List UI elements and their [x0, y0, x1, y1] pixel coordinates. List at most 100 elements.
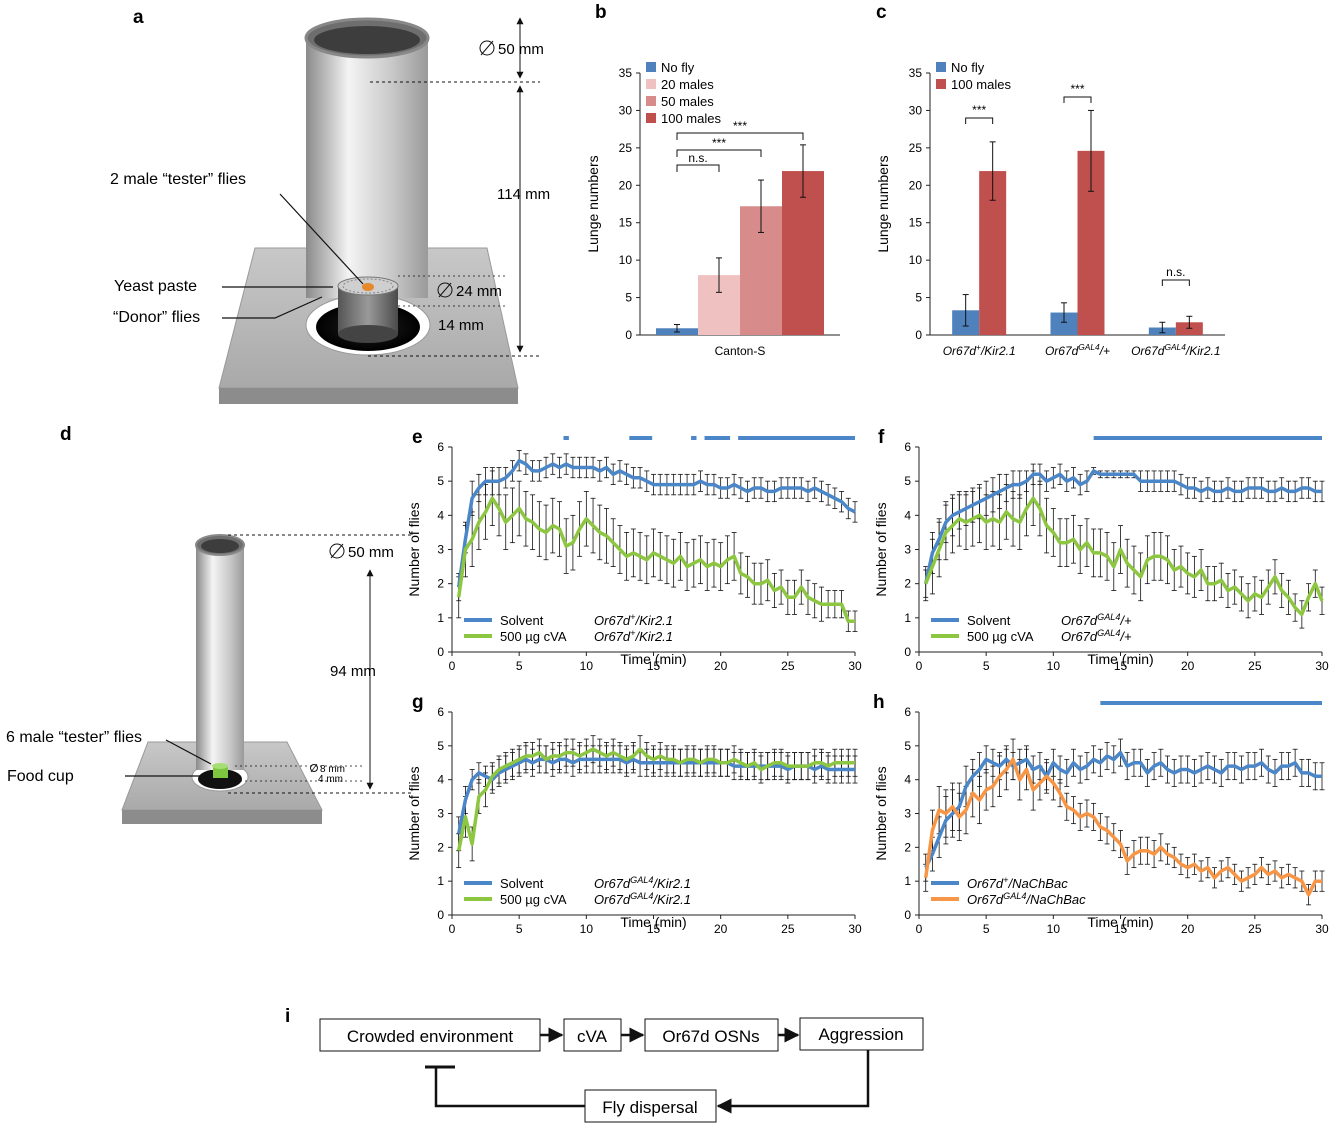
y-tick-label: 0: [915, 328, 922, 342]
significance-label: ***: [712, 136, 726, 150]
y-tick-label: 5: [904, 739, 911, 753]
y-tick-label: 6: [904, 705, 911, 719]
genotype-superscript: GAL4: [1097, 628, 1120, 638]
inner-cup-bottom: [338, 325, 398, 343]
x-tick-label: 20: [1181, 922, 1195, 936]
legend-label: 20 males: [661, 77, 714, 92]
flow-label-crowded: Crowded environment: [347, 1027, 514, 1046]
genotype-suffix: /Kir2.1: [652, 876, 691, 891]
x-tick-label: 0: [916, 659, 923, 673]
yeast-label: Yeast paste: [114, 278, 197, 295]
legend-swatch: [646, 79, 656, 89]
outer-tube: [306, 38, 428, 298]
flow-inhibit-line: [434, 1067, 585, 1108]
outer-tube-opening-d: [201, 539, 239, 553]
legend-genotype: Or67dGAL4/Kir2.1: [594, 875, 691, 891]
x-tick-label: 10: [580, 659, 594, 673]
x-tick-label: 25: [1248, 659, 1262, 673]
bar-100-males: [782, 171, 824, 335]
genotype-base: Or67d: [1061, 629, 1098, 644]
x-tick-label: 5: [516, 922, 523, 936]
x-tick-label: 25: [781, 922, 795, 936]
genotype-base: Or67d: [594, 613, 631, 628]
x-tick-label: 10: [1047, 659, 1061, 673]
flow-arrow-4: [716, 1050, 870, 1114]
legend-genotype: Or67dGAL4/NaChBac: [967, 891, 1086, 907]
significance-bracket: [1063, 96, 1092, 103]
legend-condition: Solvent: [500, 876, 544, 891]
series-line-a: [923, 469, 1322, 585]
legend-label: 100 males: [951, 77, 1011, 92]
tester-fly-dot: [362, 283, 374, 291]
genotype-base: Or67d: [594, 629, 631, 644]
legend-genotype: Or67dGAL4/+: [1061, 628, 1132, 644]
y-tick-label: 3: [437, 543, 444, 557]
base-plate-edge-d: [122, 810, 322, 824]
tube-well-d: [198, 769, 242, 789]
yeast-texture: [342, 278, 394, 294]
y-tick-label: 30: [619, 103, 633, 117]
legend-condition: Solvent: [500, 613, 544, 628]
y-axis-label: Lunge numbers: [875, 155, 891, 252]
series-line-a: [456, 757, 855, 835]
y-tick-label: 1: [437, 611, 444, 625]
legend-genotype: Or67d+/NaChBac: [967, 875, 1068, 891]
y-tick-label: 3: [904, 543, 911, 557]
genotype-base: Or67d: [594, 876, 631, 891]
x-tick-label: 0: [449, 922, 456, 936]
legend-genotype: Or67d+/Kir2.1: [594, 628, 673, 644]
diameter-symbol-icon: [310, 763, 318, 773]
legend-swatch: [646, 62, 656, 72]
flow-label-cva: cVA: [577, 1027, 608, 1046]
genotype-suffix: /Kir2.1: [634, 613, 673, 628]
y-tick-label: 6: [904, 440, 911, 454]
y-tick-label: 4: [904, 773, 911, 787]
flow-box-aggression: [799, 1017, 924, 1051]
genotype-superscript: GAL4: [630, 891, 653, 901]
y-tick-label: 1: [904, 611, 911, 625]
y-tick-label: 20: [909, 178, 923, 192]
y-tick-label: 6: [437, 705, 444, 719]
outer-tube-opening: [314, 26, 420, 54]
flow-box-crowded: [319, 1018, 541, 1052]
y-tick-label: 1: [904, 874, 911, 888]
dim-label-outer-diameter-d: 50 mm: [348, 544, 394, 561]
significance-bracket: [676, 164, 720, 172]
y-tick-label: 2: [437, 840, 444, 854]
tester-label: 2 male “tester” flies: [110, 171, 246, 188]
y-tick-label: 35: [619, 66, 633, 80]
genotype-superscript: +: [630, 628, 635, 638]
x-tick-label: 25: [1248, 922, 1262, 936]
line-chart-h: h 0 1 2 3 4 5 6 0 5 10 15 20 25 30 Time (min) Number of …: [873, 692, 1329, 936]
significance-bracket: [1161, 279, 1190, 286]
significance-label: ***: [972, 103, 986, 117]
legend-genotype: Or67dGAL4/Kir2.1: [594, 891, 691, 907]
panel-label-f: f: [878, 427, 885, 448]
y-tick-label: 0: [437, 645, 444, 659]
bar-chart-b: b 0 5 10 15 20 25 30 35 Lunge numbers Canton-S No f…: [585, 2, 840, 358]
legend-genotype: Or67dGAL4/+: [1061, 612, 1132, 628]
genotype-base: Or67d: [967, 892, 1004, 907]
y-tick-label: 10: [619, 253, 633, 267]
y-tick-label: 4: [437, 508, 444, 522]
y-axis-label: Number of flies: [873, 502, 889, 596]
genotype-suffix: /+: [1119, 613, 1132, 628]
panel-label-g: g: [412, 692, 424, 713]
genotype-base: Or67d: [1061, 613, 1098, 628]
tester-label-d: 6 male “tester” flies: [6, 729, 142, 746]
dim-label-cup-height: 4 mm: [318, 774, 343, 785]
legend-swatch: [936, 79, 946, 89]
x-axis-label: Time (min): [1087, 914, 1153, 930]
line-chart-g: g 0 1 2 3 4 5 6 0 5 10 15 20 25 30 Time (min) Number of …: [406, 692, 862, 936]
genotype-superscript: GAL4: [1164, 342, 1186, 352]
x-tick-label: 10: [580, 922, 594, 936]
dim-label-inner-height: 14 mm: [438, 317, 484, 334]
y-tick-label: 10: [909, 253, 923, 267]
significance-label: ***: [733, 119, 747, 133]
y-tick-label: 25: [909, 141, 923, 155]
base-plate-edge: [219, 388, 518, 404]
y-axis-label: Number of flies: [406, 502, 422, 596]
y-tick-label: 1: [437, 874, 444, 888]
